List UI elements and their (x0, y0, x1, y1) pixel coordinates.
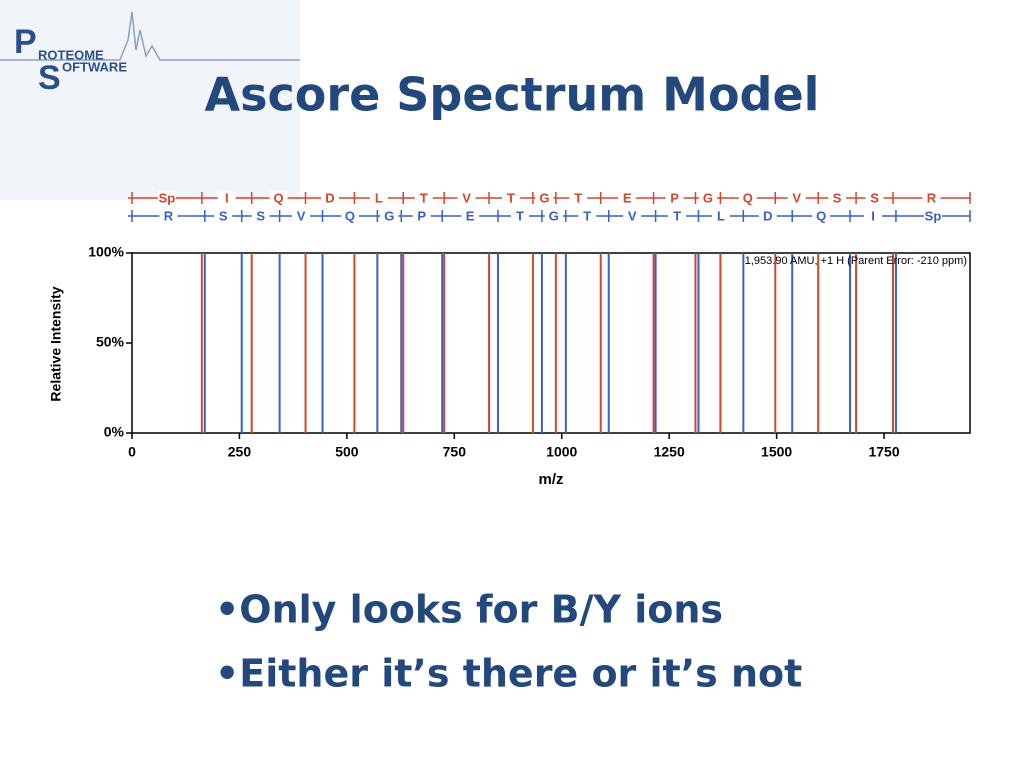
ladder-label: S (256, 208, 265, 223)
ladder-label: R (164, 208, 174, 223)
ladder-label: E (623, 190, 632, 205)
ladder-label-bg (923, 209, 942, 223)
logo-wave (0, 11, 300, 61)
ladder-label-bg (269, 191, 288, 205)
logo-backdrop (0, 0, 300, 200)
x-tick-label: 1500 (761, 444, 792, 460)
ladder-label-bg (340, 209, 359, 223)
ladder-label-bg (251, 209, 270, 223)
ladder-label-bg (698, 191, 717, 205)
ladder-label-bg (412, 209, 431, 223)
ladder-label: P (417, 208, 426, 223)
ladder-label: Q (274, 190, 284, 205)
ladder-label-bg (461, 209, 480, 223)
ladder-label: Sp (925, 208, 942, 223)
ladder-label: R (927, 190, 937, 205)
annotation: 1,953.90 AMU, +1 H (Parent Error: -210 p… (745, 255, 967, 267)
ladder-label-bg (787, 191, 806, 205)
ladder-label: G (384, 208, 394, 223)
x-tick-label: 500 (335, 444, 359, 460)
ladder-label-bg (738, 191, 757, 205)
ladder-label-bg (535, 191, 554, 205)
ladder-label-bg (569, 191, 588, 205)
ladder-label: D (763, 208, 772, 223)
ladder-label-bg (414, 191, 433, 205)
ladder-label: V (628, 208, 637, 223)
ladder-label-bg (758, 209, 777, 223)
ladder-label-bg (544, 209, 563, 223)
ladder-label: S (870, 190, 879, 205)
ladder-label-bg (380, 209, 399, 223)
ladder-label: T (673, 208, 681, 223)
x-tick-label: 1250 (654, 444, 685, 460)
ladder-label: L (375, 190, 383, 205)
ladder-label: L (717, 208, 725, 223)
logo-word: OFTWARE (62, 59, 127, 74)
ladder-label: S (833, 190, 842, 205)
ladder-label: V (297, 208, 306, 223)
ladder-label: I (871, 208, 875, 223)
ladder-label: G (549, 208, 559, 223)
ladder-label-bg (618, 191, 637, 205)
ladder-label-bg (501, 191, 520, 205)
ladder-label-bg (668, 209, 687, 223)
ladder-label-bg (292, 209, 311, 223)
ladder-label: E (466, 208, 475, 223)
ladder-label: V (462, 190, 471, 205)
ladder-label: Q (345, 208, 355, 223)
x-tick-label: 1000 (546, 444, 577, 460)
ladder-label: T (420, 190, 428, 205)
ladder-label: D (325, 190, 334, 205)
ladder-label: G (539, 190, 549, 205)
x-tick-label: 750 (443, 444, 467, 460)
logo-letter: P (14, 23, 37, 61)
ladder-label-bg (214, 209, 233, 223)
ladder-label-bg (320, 191, 339, 205)
x-axis-label: m/z (538, 471, 563, 488)
ladder-label-bg (623, 209, 642, 223)
ladder-label: Q (743, 190, 753, 205)
ladder-label: T (516, 208, 524, 223)
ladder-label-bg (369, 191, 388, 205)
x-tick-label: 1750 (868, 444, 899, 460)
ladder-label-bg (510, 209, 529, 223)
y-tick-label: 0% (104, 424, 125, 440)
ladder-label-bg (665, 191, 684, 205)
ladder-label-bg (812, 209, 831, 223)
x-tick-label: 0 (128, 444, 136, 460)
ladder-label: Sp (159, 190, 176, 205)
ladder-label: T (583, 208, 591, 223)
slide-title: Ascore Spectrum Model (205, 68, 820, 122)
plot-frame (131, 252, 971, 434)
ladder-label-bg (578, 209, 597, 223)
logo-letter: S (38, 59, 61, 97)
ladder-label-bg (865, 191, 884, 205)
ladder-label-bg (157, 191, 176, 205)
y-axis-label: Relative Intensity (48, 286, 64, 401)
logo-word: ROTEOME (38, 47, 104, 62)
ladder-label-bg (711, 209, 730, 223)
ladder-label: Q (816, 208, 826, 223)
bullet: •Only looks for B/Y ions (215, 588, 723, 632)
ladder-label: V (792, 190, 801, 205)
y-tick-label: 100% (88, 244, 124, 260)
bullet: •Either it’s there or it’s not (215, 652, 802, 696)
ladder-label-bg (217, 191, 236, 205)
ladder-label-bg (922, 191, 941, 205)
ladder-label: T (574, 190, 582, 205)
x-tick-label: 250 (228, 444, 252, 460)
ladder-label-bg (159, 209, 178, 223)
ladder-label: I (225, 190, 229, 205)
ladder-label-bg (864, 209, 883, 223)
ladder-label: G (703, 190, 713, 205)
ladder-label-bg (457, 191, 476, 205)
ladder-label: P (670, 190, 679, 205)
ladder-label: S (219, 208, 228, 223)
y-tick-label: 50% (96, 334, 125, 350)
ladder-label-bg (828, 191, 847, 205)
ladder-label: T (507, 190, 515, 205)
